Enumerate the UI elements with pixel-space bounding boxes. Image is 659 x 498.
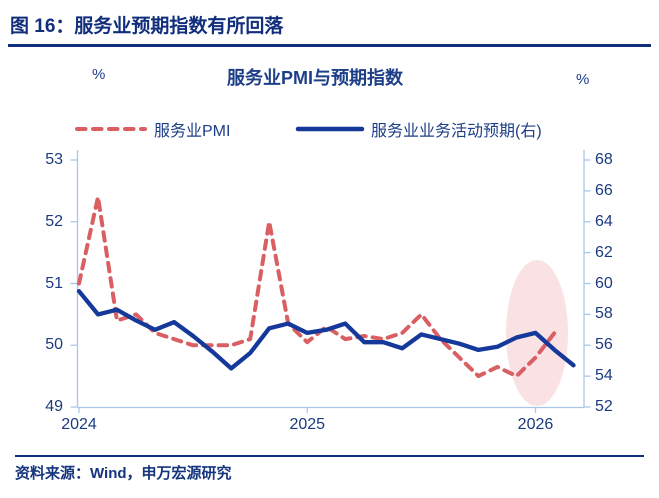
left-axis-unit: % [92, 66, 106, 83]
figure-title: 图 16：服务业预期指数有所回落 [10, 16, 284, 37]
y-axis-label-left: 52 [45, 212, 63, 230]
y-axis-label-right: 64 [595, 212, 613, 230]
legend-label-pmi: 服务业PMI [154, 123, 231, 140]
services-expectation-line [76, 289, 576, 371]
y-axis-label-right: 52 [595, 398, 613, 415]
legend-item-pmi: 服务业PMI [74, 117, 230, 141]
y-axis-label-right: 54 [595, 367, 613, 385]
y-axis-label-right: 66 [595, 181, 613, 199]
legend-item-expectation: 服务业业务活动预期(右) [295, 117, 542, 141]
y-axis-label-right: 62 [595, 243, 613, 261]
footer-divider [15, 455, 644, 457]
y-axis-label-left: 53 [45, 151, 63, 168]
y-axis-label-right: 60 [595, 274, 613, 292]
y-axis-label-left: 51 [45, 274, 63, 292]
title-divider [8, 44, 651, 47]
axis-tick-marks [70, 159, 591, 413]
legend-marker-dashed-red [75, 127, 147, 131]
y-axis-label-right: 56 [595, 336, 613, 354]
x-axis-label: 2024 [61, 416, 97, 433]
services-pmi-line [77, 195, 557, 379]
legend-label-expectation: 服务业业务活动预期(右) [371, 123, 542, 140]
y-axis-label-right: 58 [595, 305, 613, 323]
source-note: 资料来源：Wind，申万宏源研究 [15, 465, 232, 482]
y-axis-label-left: 49 [45, 398, 63, 415]
legend-marker-solid-blue [295, 126, 365, 132]
chart-title: 服务业PMI与预期指数 [226, 68, 403, 88]
right-axis-unit: % [576, 71, 590, 88]
x-axis-label: 2025 [289, 416, 326, 433]
x-axis-label: 2026 [517, 416, 554, 433]
y-axis-label-left: 50 [45, 336, 63, 354]
y-axis-label-right: 68 [595, 151, 613, 168]
